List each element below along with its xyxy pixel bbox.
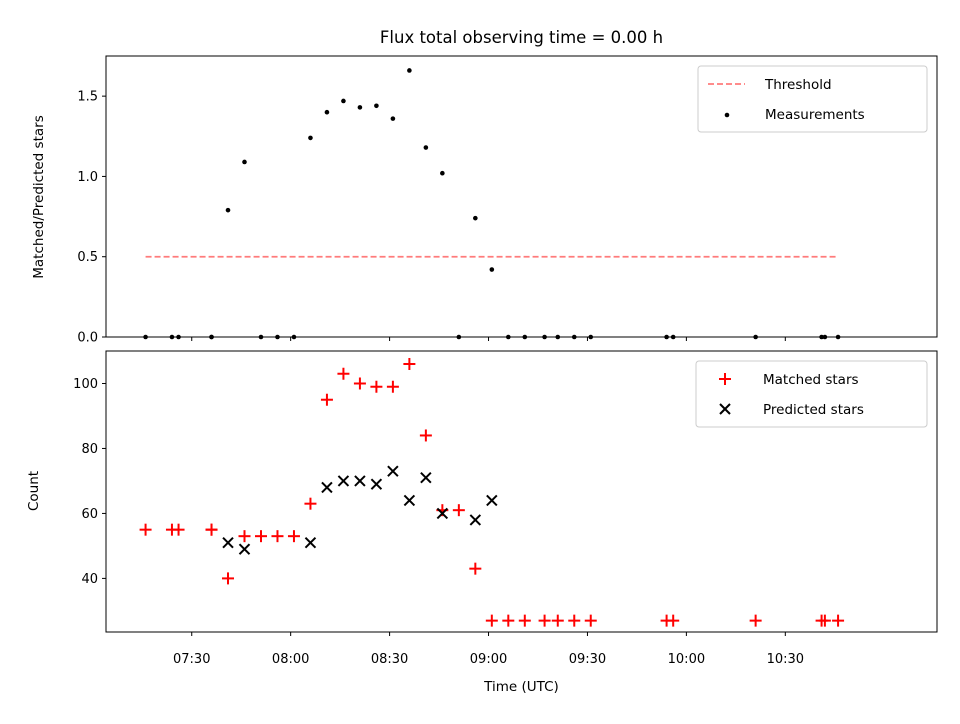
matched-stars-legend-label: Matched stars	[763, 372, 859, 388]
x-tick-label: 08:00	[272, 652, 309, 667]
predicted-star-point	[486, 494, 498, 507]
measurement-point	[423, 145, 429, 150]
predicted-star-point	[354, 475, 366, 487]
matched-star-point	[353, 377, 366, 390]
top-plot-frame	[105, 55, 938, 338]
top-legend-box	[697, 65, 928, 133]
matched-star-point	[238, 530, 251, 543]
matched-star-point	[222, 572, 235, 585]
top-panel: Flux total observing time = 0.00 h Match…	[31, 28, 938, 346]
bottom-y-tick-label: 60	[81, 507, 98, 522]
measurements-legend-label: Measurements	[765, 107, 865, 123]
measurement-point	[374, 103, 379, 109]
matched-star-point	[452, 504, 465, 517]
predicted-star-point	[321, 481, 333, 494]
matched-star-point	[139, 523, 152, 536]
x-tick-label: 10:30	[767, 652, 804, 667]
bottom-y-axis-label: Count	[26, 471, 42, 511]
matched-star-point	[502, 614, 515, 627]
measurement-point	[489, 267, 495, 272]
matched-star-point	[337, 367, 350, 380]
matched-star-point	[749, 614, 762, 627]
matched-star-point	[832, 614, 845, 627]
x-tick-label: 10:00	[668, 652, 705, 667]
measurement-point	[357, 105, 363, 110]
matched-star-point	[485, 614, 498, 627]
matched-star-point	[551, 614, 564, 627]
threshold-legend-label: Threshold	[764, 77, 832, 93]
matched-star-point	[818, 614, 831, 627]
bottom-legend-box	[695, 360, 928, 428]
measurement-point	[225, 207, 231, 213]
top-y-tick-label: 0.5	[77, 250, 98, 265]
predicted-star-point	[420, 471, 432, 484]
top-y-tick-label: 0.0	[77, 331, 98, 346]
top-legend: Threshold Measurements	[697, 65, 928, 133]
measurement-point	[308, 135, 313, 141]
measurement-point	[407, 68, 412, 73]
matched-star-point	[419, 429, 432, 442]
matched-star-point	[403, 357, 416, 370]
matched-star-point	[320, 393, 333, 406]
bottom-y-tick-label: 80	[81, 442, 98, 457]
predicted-stars-legend-swatch	[719, 403, 731, 415]
matched-star-point	[304, 497, 317, 510]
matched-star-point	[469, 562, 482, 575]
predicted-star-point	[238, 543, 251, 555]
chart-title: Flux total observing time = 0.00 h	[380, 28, 663, 47]
predicted-stars-legend-label: Predicted stars	[763, 402, 864, 418]
measurement-point	[242, 159, 247, 165]
predicted-star-point	[222, 536, 234, 549]
measurement-point	[390, 116, 396, 121]
predicted-star-point	[304, 536, 317, 549]
x-tick-label: 09:30	[569, 652, 606, 667]
matched-star-point	[205, 523, 218, 536]
predicted-star-point	[370, 478, 383, 490]
matched-star-point	[386, 380, 399, 393]
matched-star-point	[584, 614, 597, 627]
predicted-star-point	[436, 507, 449, 520]
x-tick-label: 09:00	[470, 652, 507, 667]
predicted-star-point	[387, 465, 399, 477]
predicted-star-point	[403, 494, 416, 507]
measurement-point	[440, 170, 445, 176]
matched-star-point	[667, 614, 680, 627]
matched-star-point	[568, 614, 581, 627]
matched-star-point	[370, 380, 383, 393]
predicted-star-point	[337, 475, 350, 487]
matched-star-point	[254, 530, 267, 543]
x-tick-label: 08:30	[371, 652, 408, 667]
measurement-point	[324, 109, 330, 115]
top-y-tick-label: 1.0	[77, 170, 98, 185]
matched-stars-legend-swatch	[719, 373, 731, 385]
bottom-legend: Matched stars Predicted stars	[695, 360, 928, 428]
measurement-point	[473, 215, 478, 221]
matched-star-point	[271, 530, 284, 543]
top-y-axis-label: Matched/Predicted stars	[31, 115, 47, 278]
bottom-y-tick-label: 100	[73, 377, 98, 392]
x-tick-label: 07:30	[173, 652, 210, 667]
bottom-y-tick-label: 40	[81, 572, 98, 587]
matched-star-point	[172, 523, 185, 536]
x-axis-label: Time (UTC)	[483, 679, 559, 695]
matched-star-point	[538, 614, 551, 627]
bottom-panel: Count Time (UTC) 40 60 80 100 07:30 08:00 08:3…	[26, 350, 938, 695]
top-y-tick-label: 1.5	[77, 90, 98, 105]
matched-star-point	[287, 530, 300, 543]
measurements-legend-swatch	[724, 112, 730, 118]
bottom-plot-frame	[105, 350, 938, 633]
measurement-point	[341, 98, 346, 104]
matched-star-point	[518, 614, 531, 627]
predicted-star-point	[469, 514, 482, 526]
